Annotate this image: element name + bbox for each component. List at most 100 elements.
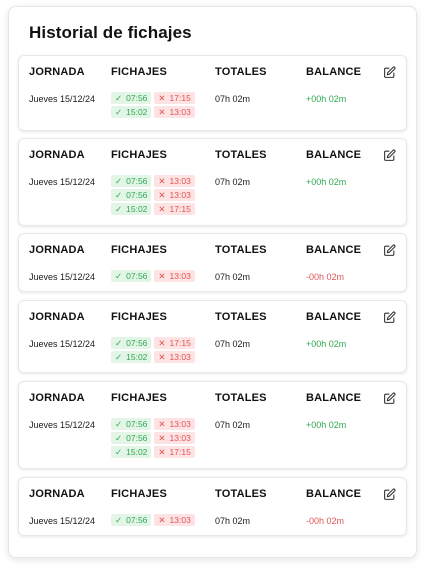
cross-icon: ✕: [158, 175, 166, 186]
clock-out-time: 13:03: [169, 190, 191, 200]
clock-marks: ✓ 07:56 ✕ 13:03 ✓ 07:56 ✕ 13:03 ✓ 15:02 …: [111, 175, 195, 217]
column-header-totales: TOTALES: [215, 311, 267, 323]
check-icon: ✓: [115, 106, 123, 117]
column-header-jornada: JORNADA: [29, 311, 85, 323]
column-header-totales: TOTALES: [215, 392, 267, 404]
clock-out-time: 13:03: [169, 419, 191, 429]
clock-out-time: 17:15: [169, 338, 191, 348]
cross-icon: ✕: [158, 203, 166, 214]
clock-marks: ✓ 07:56 ✕ 13:03: [111, 514, 195, 528]
clock-out-chip: ✕ 13:03: [154, 432, 195, 444]
clock-in-chip: ✓ 07:56: [111, 337, 152, 349]
clock-mark-row: ✓ 07:56 ✕ 17:15: [111, 337, 195, 349]
edit-icon[interactable]: [382, 243, 396, 257]
clock-in-chip: ✓ 07:56: [111, 418, 152, 430]
clock-in-time: 15:02: [126, 204, 148, 214]
column-header-totales: TOTALES: [215, 244, 267, 256]
record-balance: -00h 02m: [306, 516, 345, 526]
clock-mark-row: ✓ 15:02 ✕ 17:15: [111, 203, 195, 215]
clock-mark-row: ✓ 07:56 ✕ 13:03: [111, 418, 195, 430]
clock-out-chip: ✕ 13:03: [154, 270, 195, 282]
column-header-balance: BALANCE: [306, 392, 362, 404]
record-date: Jueves 15/12/24: [29, 420, 96, 430]
clock-marks: ✓ 07:56 ✕ 13:03 ✓ 07:56 ✕ 13:03 ✓ 15:02 …: [111, 418, 195, 460]
column-header-fichajes: FICHAJES: [111, 488, 167, 500]
clock-in-time: 15:02: [126, 107, 148, 117]
column-header-jornada: JORNADA: [29, 149, 85, 161]
clock-out-chip: ✕ 13:03: [154, 514, 195, 526]
record-card: JORNADA FICHAJES TOTALES BALANCE Jueves …: [18, 233, 407, 292]
record-total: 07h 02m: [215, 177, 251, 187]
cross-icon: ✕: [158, 418, 166, 429]
clock-in-time: 07:56: [126, 271, 148, 281]
column-header-totales: TOTALES: [215, 488, 267, 500]
cross-icon: ✕: [158, 446, 166, 457]
record-date: Jueves 15/12/24: [29, 272, 96, 282]
cross-icon: ✕: [158, 514, 166, 525]
clock-mark-row: ✓ 07:56 ✕ 13:03: [111, 270, 195, 282]
column-header-jornada: JORNADA: [29, 488, 85, 500]
cross-icon: ✕: [158, 270, 166, 281]
clock-out-time: 13:03: [169, 176, 191, 186]
cross-icon: ✕: [158, 351, 166, 362]
cross-icon: ✕: [158, 337, 166, 348]
record-card: JORNADA FICHAJES TOTALES BALANCE Jueves …: [18, 138, 407, 226]
record-total: 07h 02m: [215, 94, 251, 104]
edit-icon[interactable]: [382, 310, 396, 324]
column-header-balance: BALANCE: [306, 311, 362, 323]
clock-out-time: 13:03: [169, 352, 191, 362]
record-date: Jueves 15/12/24: [29, 339, 96, 349]
clock-out-chip: ✕ 13:03: [154, 189, 195, 201]
clock-marks: ✓ 07:56 ✕ 17:15 ✓ 15:02 ✕ 13:03: [111, 337, 195, 365]
page-title: Historial de fichajes: [29, 23, 192, 42]
record-balance: +00h 02m: [306, 177, 347, 187]
clock-mark-row: ✓ 07:56 ✕ 13:03: [111, 175, 195, 187]
record-card: JORNADA FICHAJES TOTALES BALANCE Jueves …: [18, 300, 407, 373]
cross-icon: ✕: [158, 92, 166, 103]
column-header-jornada: JORNADA: [29, 392, 85, 404]
clock-in-time: 07:56: [126, 190, 148, 200]
attendance-history-panel: Historial de fichajes JORNADA FICHAJES T…: [8, 6, 417, 558]
record-total: 07h 02m: [215, 516, 251, 526]
check-icon: ✓: [115, 175, 123, 186]
column-header-balance: BALANCE: [306, 488, 362, 500]
clock-out-time: 13:03: [169, 515, 191, 525]
clock-mark-row: ✓ 07:56 ✕ 13:03: [111, 432, 195, 444]
clock-in-chip: ✓ 15:02: [111, 106, 152, 118]
record-date: Jueves 15/12/24: [29, 94, 96, 104]
clock-out-chip: ✕ 13:03: [154, 175, 195, 187]
clock-in-chip: ✓ 15:02: [111, 351, 152, 363]
column-header-fichajes: FICHAJES: [111, 244, 167, 256]
clock-out-time: 13:03: [169, 107, 191, 117]
record-balance: -00h 02m: [306, 272, 345, 282]
clock-marks: ✓ 07:56 ✕ 17:15 ✓ 15:02 ✕ 13:03: [111, 92, 195, 120]
record-total: 07h 02m: [215, 272, 251, 282]
column-header-balance: BALANCE: [306, 149, 362, 161]
clock-in-time: 15:02: [126, 352, 148, 362]
clock-in-chip: ✓ 07:56: [111, 92, 152, 104]
column-header-fichajes: FICHAJES: [111, 66, 167, 78]
clock-in-time: 07:56: [126, 176, 148, 186]
edit-icon[interactable]: [382, 65, 396, 79]
record-total: 07h 02m: [215, 339, 251, 349]
column-header-jornada: JORNADA: [29, 244, 85, 256]
clock-in-chip: ✓ 15:02: [111, 203, 152, 215]
clock-out-chip: ✕ 13:03: [154, 351, 195, 363]
cross-icon: ✕: [158, 106, 166, 117]
clock-in-chip: ✓ 07:56: [111, 514, 152, 526]
clock-mark-row: ✓ 07:56 ✕ 13:03: [111, 514, 195, 526]
column-header-totales: TOTALES: [215, 66, 267, 78]
record-balance: +00h 02m: [306, 94, 347, 104]
clock-in-chip: ✓ 07:56: [111, 189, 152, 201]
edit-icon[interactable]: [382, 148, 396, 162]
edit-icon[interactable]: [382, 391, 396, 405]
clock-in-chip: ✓ 07:56: [111, 432, 152, 444]
clock-mark-row: ✓ 07:56 ✕ 17:15: [111, 92, 195, 104]
clock-out-chip: ✕ 17:15: [154, 203, 195, 215]
record-date: Jueves 15/12/24: [29, 177, 96, 187]
clock-out-time: 13:03: [169, 271, 191, 281]
clock-in-chip: ✓ 07:56: [111, 270, 152, 282]
clock-in-chip: ✓ 07:56: [111, 175, 152, 187]
edit-icon[interactable]: [382, 487, 396, 501]
check-icon: ✓: [115, 189, 123, 200]
